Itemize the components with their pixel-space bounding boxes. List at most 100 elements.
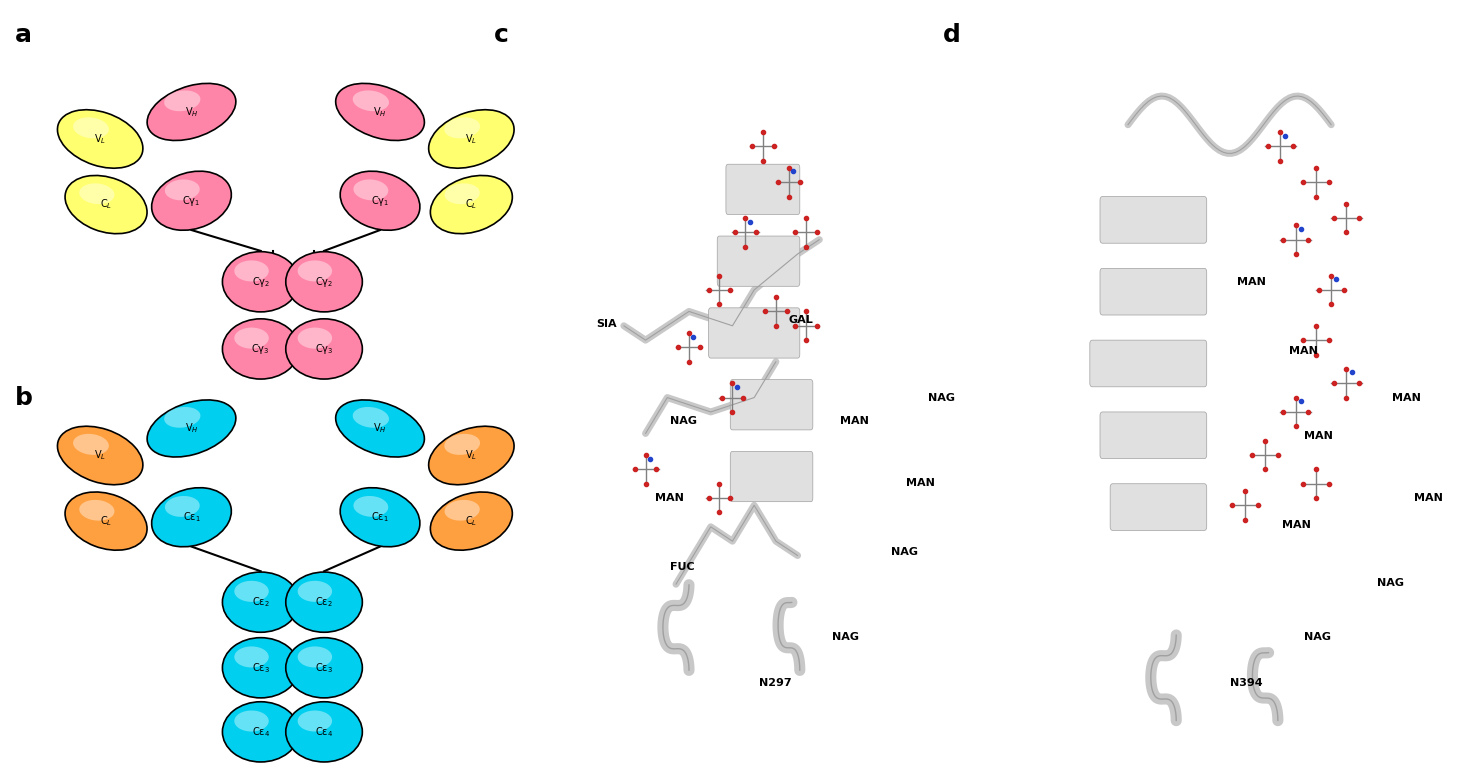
Text: Cγ$_2$: Cγ$_2$ <box>252 275 270 289</box>
Text: NAG: NAG <box>1304 632 1330 642</box>
Text: NAG: NAG <box>832 632 859 642</box>
Text: V$_L$: V$_L$ <box>465 449 477 462</box>
Text: C$_L$: C$_L$ <box>100 198 112 212</box>
Ellipse shape <box>147 400 236 457</box>
Ellipse shape <box>234 260 268 282</box>
Ellipse shape <box>152 488 231 547</box>
Text: NAG: NAG <box>670 416 697 425</box>
Ellipse shape <box>234 710 268 732</box>
Ellipse shape <box>164 90 200 111</box>
FancyBboxPatch shape <box>1111 484 1206 530</box>
Text: C$_L$: C$_L$ <box>465 514 477 528</box>
Ellipse shape <box>222 252 299 312</box>
Ellipse shape <box>352 407 389 428</box>
Text: Cγ$_1$: Cγ$_1$ <box>371 194 389 208</box>
Ellipse shape <box>445 434 480 455</box>
Text: GAL: GAL <box>788 316 813 325</box>
Ellipse shape <box>165 496 200 516</box>
Text: a: a <box>15 23 32 47</box>
Text: Cε$_1$: Cε$_1$ <box>371 510 389 524</box>
Ellipse shape <box>429 426 514 485</box>
Ellipse shape <box>430 175 513 234</box>
Ellipse shape <box>340 488 420 547</box>
Text: Cγ$_2$: Cγ$_2$ <box>315 275 333 289</box>
Text: C$_L$: C$_L$ <box>465 198 477 212</box>
Ellipse shape <box>65 492 147 550</box>
Ellipse shape <box>298 646 331 668</box>
Text: C$_L$: C$_L$ <box>100 514 112 528</box>
Text: Cε$_3$: Cε$_3$ <box>315 661 333 675</box>
Text: N394: N394 <box>1230 679 1262 688</box>
Text: MAN: MAN <box>840 416 869 425</box>
Ellipse shape <box>222 638 299 698</box>
Text: MAN: MAN <box>1282 520 1311 530</box>
Text: V$_L$: V$_L$ <box>465 132 477 146</box>
Ellipse shape <box>354 496 389 516</box>
Ellipse shape <box>165 179 200 200</box>
Ellipse shape <box>80 184 115 204</box>
Text: MAN: MAN <box>655 493 685 503</box>
Text: MAN: MAN <box>1414 493 1444 503</box>
Ellipse shape <box>147 83 236 141</box>
Ellipse shape <box>286 252 362 312</box>
Text: V$_L$: V$_L$ <box>94 132 106 146</box>
Ellipse shape <box>234 327 268 349</box>
Text: Cε$_2$: Cε$_2$ <box>252 595 270 609</box>
FancyBboxPatch shape <box>731 380 813 430</box>
Ellipse shape <box>429 110 514 168</box>
FancyBboxPatch shape <box>1100 412 1206 459</box>
Text: V$_H$: V$_H$ <box>373 105 387 119</box>
Ellipse shape <box>234 581 268 602</box>
Ellipse shape <box>445 184 480 204</box>
Ellipse shape <box>164 407 200 428</box>
Ellipse shape <box>286 319 362 379</box>
Text: b: b <box>15 386 32 410</box>
Ellipse shape <box>57 110 143 168</box>
Text: MAN: MAN <box>1304 432 1333 441</box>
FancyBboxPatch shape <box>709 308 800 358</box>
Text: c: c <box>493 23 508 47</box>
Ellipse shape <box>222 702 299 762</box>
Text: NAG: NAG <box>928 393 955 402</box>
Text: MAN: MAN <box>1289 347 1318 356</box>
Ellipse shape <box>65 175 147 234</box>
Text: Cε$_1$: Cε$_1$ <box>183 510 200 524</box>
Ellipse shape <box>286 572 362 632</box>
FancyBboxPatch shape <box>1100 269 1206 315</box>
Ellipse shape <box>234 646 268 668</box>
Text: NAG: NAG <box>891 547 918 557</box>
Ellipse shape <box>430 492 513 550</box>
Ellipse shape <box>74 117 109 138</box>
Text: V$_H$: V$_H$ <box>373 422 387 435</box>
Text: Cγ$_3$: Cγ$_3$ <box>252 342 270 356</box>
Ellipse shape <box>336 400 424 457</box>
FancyBboxPatch shape <box>1090 340 1206 387</box>
Ellipse shape <box>445 117 480 138</box>
FancyBboxPatch shape <box>726 164 800 215</box>
Ellipse shape <box>222 319 299 379</box>
Text: d: d <box>943 23 960 47</box>
Ellipse shape <box>286 638 362 698</box>
Ellipse shape <box>57 426 143 485</box>
Text: V$_L$: V$_L$ <box>94 449 106 462</box>
Text: Cε$_3$: Cε$_3$ <box>252 661 270 675</box>
Ellipse shape <box>286 702 362 762</box>
Text: MAN: MAN <box>1392 393 1421 402</box>
Ellipse shape <box>80 500 115 520</box>
Text: Cε$_2$: Cε$_2$ <box>315 595 333 609</box>
Text: N297: N297 <box>759 679 791 688</box>
Ellipse shape <box>222 572 299 632</box>
Text: Cγ$_3$: Cγ$_3$ <box>315 342 333 356</box>
Text: Cγ$_1$: Cγ$_1$ <box>183 194 200 208</box>
Text: SIA: SIA <box>597 320 617 329</box>
Ellipse shape <box>445 500 480 520</box>
Ellipse shape <box>298 327 331 349</box>
FancyBboxPatch shape <box>1100 197 1206 243</box>
Text: Cε$_4$: Cε$_4$ <box>252 725 270 739</box>
Ellipse shape <box>298 260 331 282</box>
Ellipse shape <box>340 171 420 230</box>
Ellipse shape <box>336 83 424 141</box>
Text: NAG: NAG <box>1377 578 1404 587</box>
Ellipse shape <box>298 581 331 602</box>
Text: V$_H$: V$_H$ <box>184 105 199 119</box>
